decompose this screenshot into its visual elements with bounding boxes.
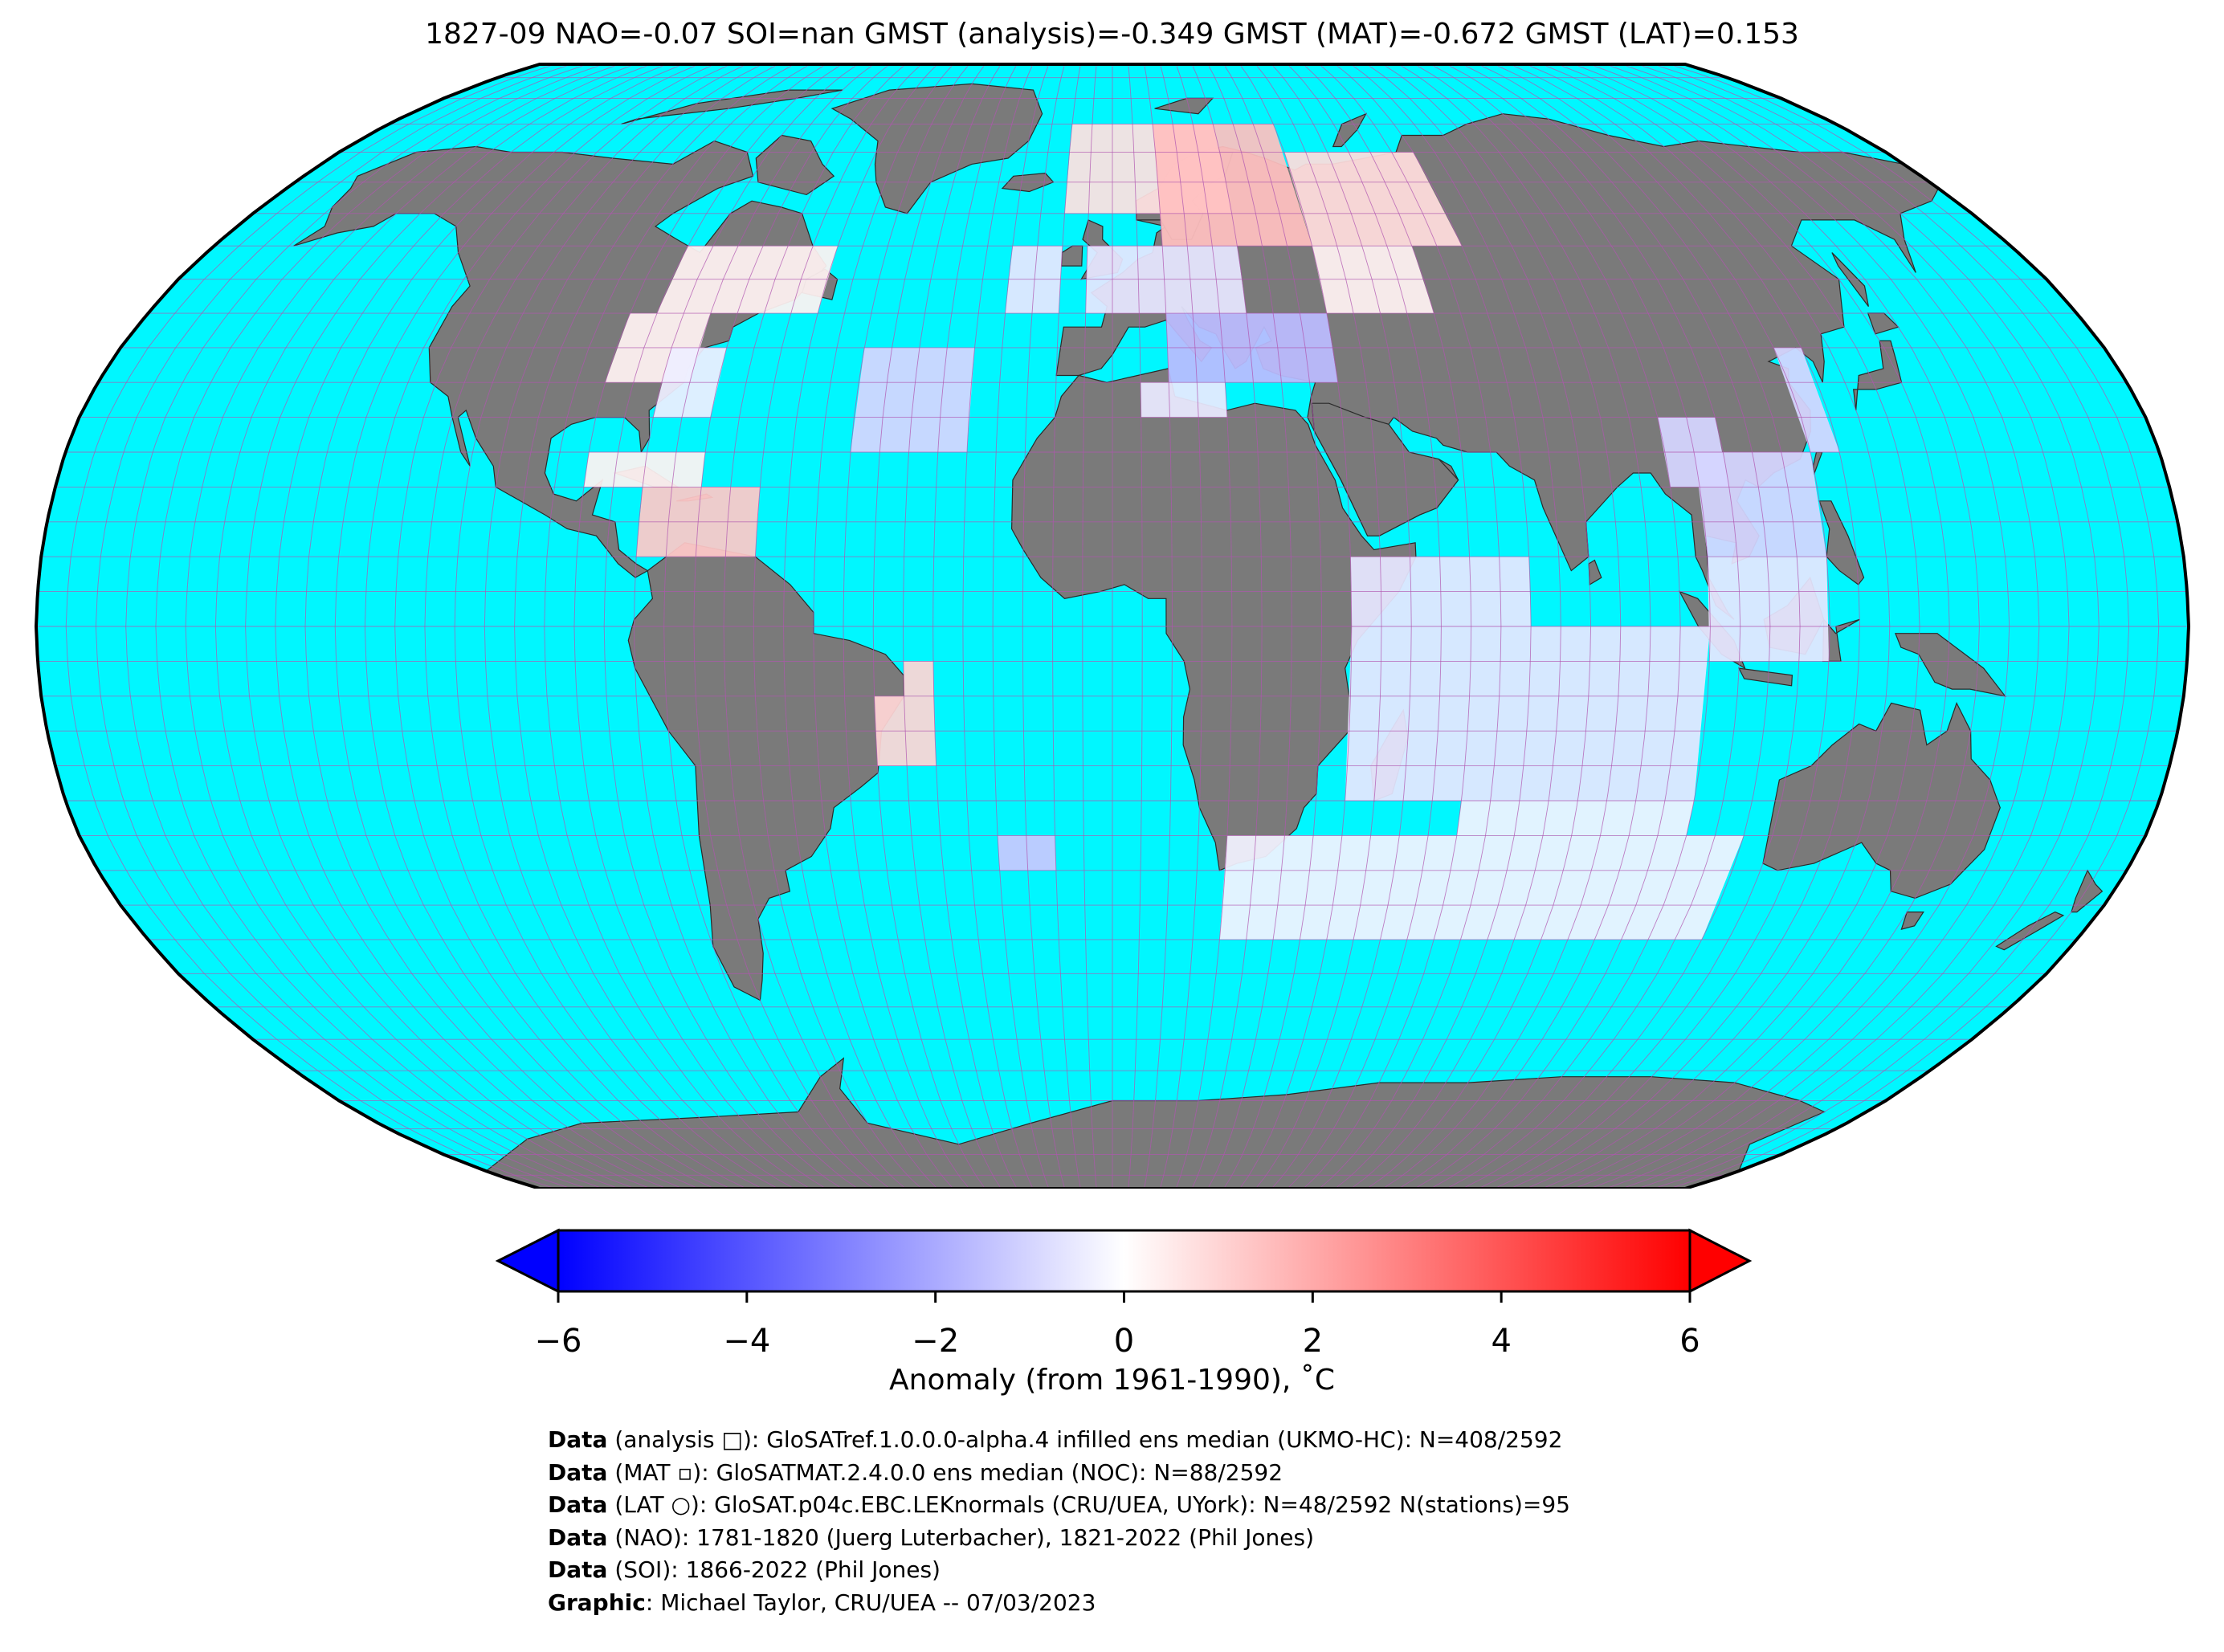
colorbar-label: Anomaly (from 1961-1990), ˚C: [889, 1364, 1335, 1397]
colorbar-tick-label: −4: [723, 1323, 770, 1360]
credit-row-soi: Data (SOI): 1866-2022 (Phil Jones): [548, 1556, 941, 1583]
anomaly-cell: [1456, 801, 1695, 836]
map-title: 1827-09 NAO=-0.07 SOI=nan GMST (analysis…: [425, 18, 1799, 51]
colorbar-tick-label: −2: [912, 1323, 959, 1360]
anomaly-cell: [1219, 835, 1745, 940]
colorbar-ticks: −6 −4 −2 0 2 4 6: [535, 1291, 1700, 1360]
land-baffin: [755, 134, 835, 196]
colorbar-extend-low: [495, 1228, 560, 1294]
colorbar: −6 −4 −2 0 2 4 6: [495, 1228, 1753, 1360]
land-java: [1738, 667, 1793, 687]
anomaly-cell: [1284, 152, 1463, 247]
credit-row-nao: Data (NAO): 1781-1820 (Juerg Luterbacher…: [548, 1524, 1315, 1551]
land-tasmania: [1900, 912, 1924, 930]
colorbar-tick-label: 2: [1303, 1323, 1323, 1360]
credit-row-mat: Data (MAT ▫): GloSATMAT.2.4.0.0 ens medi…: [548, 1458, 1283, 1486]
credit-row-analysis: Data (analysis □): GloSATref.1.0.0.0-alp…: [548, 1426, 1563, 1453]
world-map: [34, 63, 2191, 1189]
anomaly-cell: [1141, 382, 1227, 418]
anomaly-cell: [851, 347, 975, 452]
land-arabia-fix: [1311, 402, 1459, 536]
credit-row-graphic: Graphic: Michael Taylor, CRU/UEA -- 07/0…: [548, 1589, 1096, 1616]
colorbar-tick-label: −6: [535, 1323, 582, 1360]
colorbar-tick-label: 6: [1679, 1323, 1700, 1360]
colorbar-tick-label: 4: [1491, 1323, 1511, 1360]
credit-row-lat: Data (LAT ○): GloSAT.p04c.EBC.LEKnormals…: [548, 1491, 1570, 1518]
anomaly-cell: [903, 661, 934, 696]
anomaly-cell: [1153, 124, 1312, 247]
colorbar-extend-high: [1688, 1228, 1753, 1294]
map-outline: [34, 63, 2191, 1189]
data-credits: Data (analysis □): GloSATref.1.0.0.0-alp…: [548, 1424, 1570, 1619]
colorbar-tick-label: 0: [1114, 1323, 1134, 1360]
colorbar-gradient: [557, 1229, 1691, 1293]
anomaly-cell: [1773, 347, 1840, 452]
land-new-guinea: [1895, 633, 2006, 697]
